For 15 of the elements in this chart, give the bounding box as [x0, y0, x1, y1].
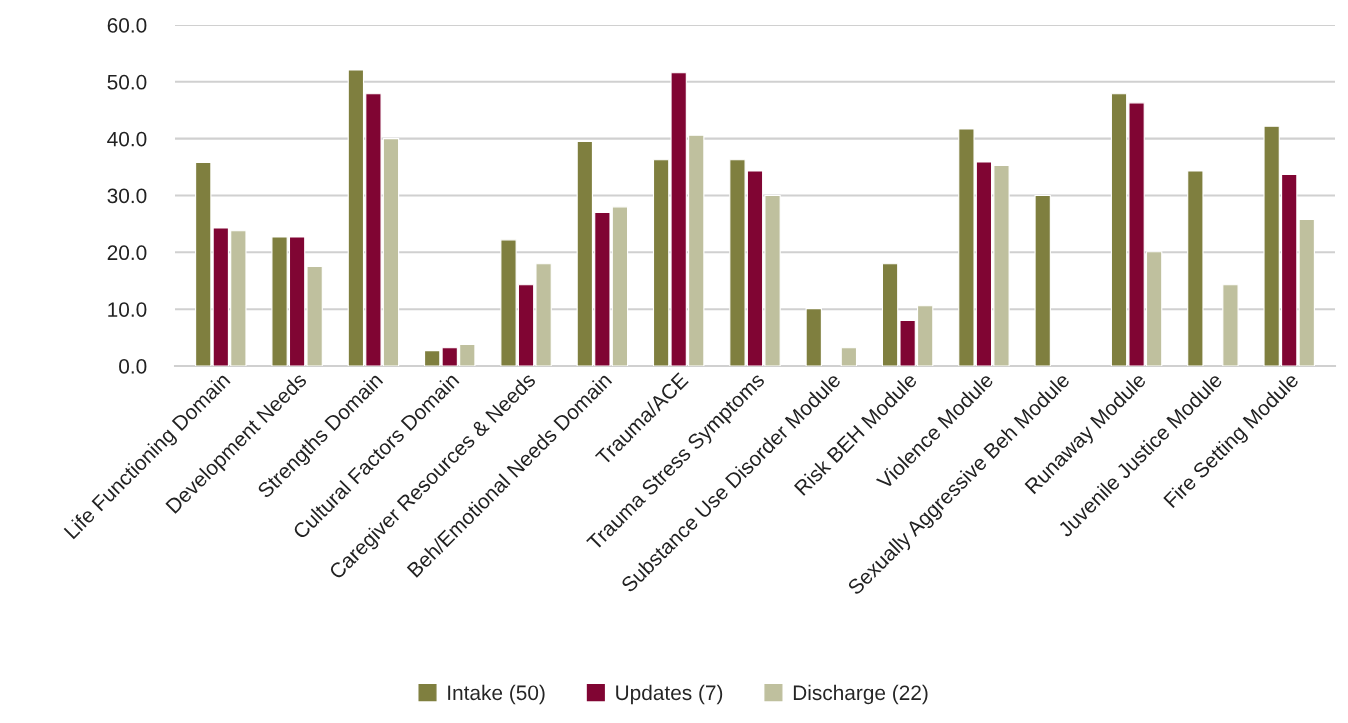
- legend-label: Intake (50): [448, 684, 545, 705]
- y-tick-label: 30.0: [107, 188, 147, 204]
- legend-label: Updates (7): [616, 684, 723, 705]
- y-tick-label: 50.0: [107, 74, 147, 90]
- y-tick-label: 20.0: [107, 245, 147, 261]
- bar: [1034, 194, 1051, 366]
- bar: [840, 347, 858, 366]
- bar: [805, 308, 822, 366]
- bar: [1222, 284, 1239, 366]
- y-tick-label: 0.0: [119, 359, 147, 374]
- y-tick-label: 10.0: [108, 302, 147, 317]
- bar: [1187, 170, 1204, 366]
- legend-label: Discharge (22): [793, 684, 928, 705]
- y-tick-label: 60.0: [107, 18, 147, 33]
- y-tick-label: 40.0: [107, 131, 147, 147]
